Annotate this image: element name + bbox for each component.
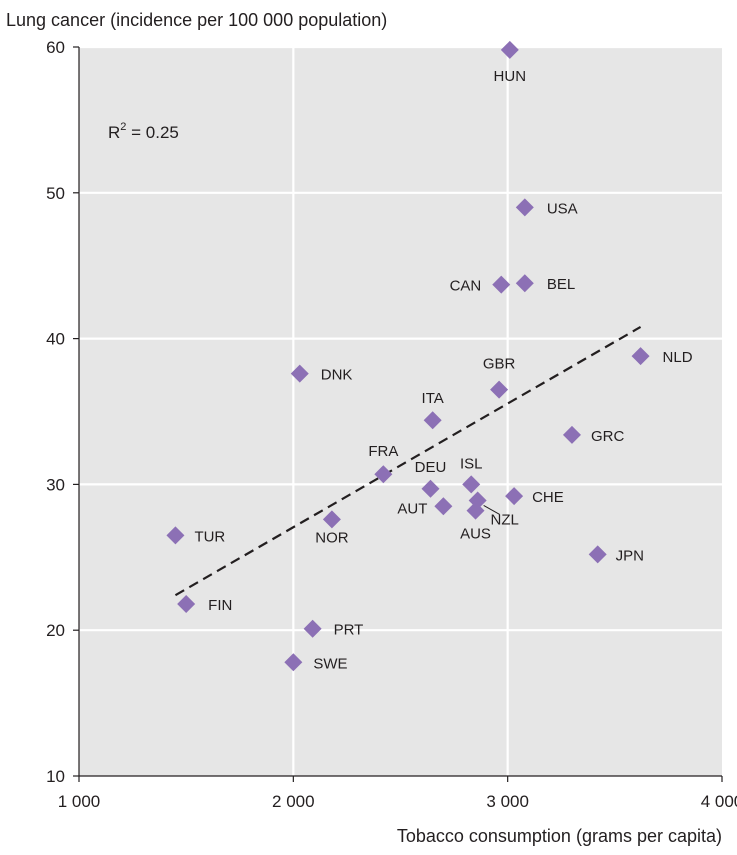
point-label-nzl: NZL (490, 511, 518, 528)
point-dnk (290, 364, 309, 383)
y-tick-label: 10 (46, 767, 65, 786)
point-isl (462, 475, 481, 494)
point-label-jpn: JPN (616, 547, 644, 564)
point-fin (177, 594, 196, 613)
point-label-tur: TUR (194, 528, 225, 545)
point-aus (466, 501, 485, 520)
point-label-fin: FIN (208, 597, 232, 614)
point-hun (500, 40, 519, 59)
x-tick-label: 4 000 (701, 792, 737, 811)
point-label-gbr: GBR (483, 356, 516, 373)
r-squared-base: R (108, 123, 120, 142)
point-label-aut: AUT (397, 500, 427, 517)
point-jpn (588, 545, 607, 564)
r-squared-annotation: R2 = 0.25 (108, 121, 179, 142)
y-tick-label: 30 (46, 475, 65, 494)
point-label-usa: USA (547, 200, 578, 217)
point-usa (515, 198, 534, 217)
point-label-isl: ISL (460, 455, 483, 472)
point-label-can: CAN (450, 278, 482, 295)
point-che (505, 487, 524, 506)
point-label-bel: BEL (547, 276, 575, 293)
point-label-ita: ITA (422, 390, 444, 407)
point-aut (434, 497, 453, 516)
x-tick-label: 3 000 (486, 792, 529, 811)
point-labels: HUN USA CAN BEL NLD DNK GBR ITA GRC FRA DEU ISL CHE A… (194, 68, 692, 672)
point-label-nor: NOR (315, 529, 349, 546)
point-gbr (490, 380, 509, 399)
data-points (166, 40, 650, 672)
point-label-deu: DEU (415, 459, 447, 476)
point-ita (423, 411, 442, 430)
trend-line (174, 325, 642, 597)
point-label-prt: PRT (334, 622, 364, 639)
x-tick-label: 2 000 (272, 792, 315, 811)
point-nld (631, 347, 650, 366)
x-tick-label: 1 000 (58, 792, 101, 811)
point-deu (421, 479, 440, 498)
point-swe (284, 653, 303, 672)
point-label-nld: NLD (663, 349, 693, 366)
point-bel (515, 274, 534, 293)
point-label-dnk: DNK (321, 367, 353, 384)
point-label-aus: AUS (460, 526, 491, 543)
point-prt (303, 619, 322, 638)
point-nor (322, 510, 341, 529)
y-tick-label: 40 (46, 330, 65, 349)
point-label-hun: HUN (494, 68, 527, 85)
point-tur (166, 526, 185, 545)
nzl-leader-line (483, 505, 500, 515)
r-squared-value: = 0.25 (126, 123, 178, 142)
axes (73, 46, 723, 782)
point-can (492, 275, 511, 294)
point-label-che: CHE (532, 489, 564, 506)
x-axis-title: Tobacco consumption (grams per capita) (397, 826, 722, 846)
y-axis-title: Lung cancer (incidence per 100 000 popul… (6, 10, 387, 30)
point-label-fra: FRA (368, 443, 398, 460)
r-squared-exponent: 2 (120, 121, 126, 133)
y-tick-label: 20 (46, 621, 65, 640)
y-tick-label: 60 (46, 38, 65, 57)
point-fra (374, 465, 393, 484)
y-tick-label: 50 (46, 184, 65, 203)
grid (79, 45, 722, 776)
point-grc (562, 425, 581, 444)
plot-area (79, 47, 722, 776)
point-label-grc: GRC (591, 428, 625, 445)
point-label-swe: SWE (313, 655, 347, 672)
tick-labels: 10 20 30 40 50 60 1 000 2 000 3 000 4 000 (46, 38, 737, 811)
